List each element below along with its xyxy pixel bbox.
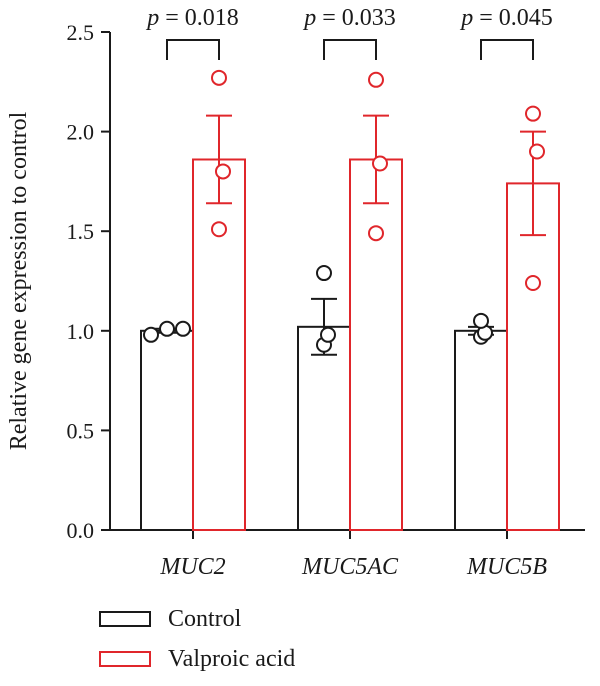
p-value-text: = 0.033 [316, 5, 396, 31]
x-category-label: MUC5B [466, 554, 547, 580]
data-points [143, 69, 545, 353]
bar-valproic-acid [192, 158, 246, 531]
data-point [211, 221, 227, 238]
y-tick-label: 1.0 [67, 319, 95, 344]
y-tick-label: 0.5 [67, 418, 95, 443]
significance-bracket [166, 39, 220, 60]
data-point [159, 320, 175, 337]
data-point [529, 143, 545, 160]
data-point [143, 326, 159, 343]
y-tick-label: 2.5 [67, 20, 95, 45]
significance-bracket [323, 39, 377, 60]
x-category-label: MUC5AC [301, 554, 399, 580]
data-point [215, 163, 231, 180]
data-point [316, 265, 332, 282]
p-value-label: p = 0.018 [145, 5, 239, 31]
x-category-label: MUC2 [159, 554, 225, 580]
y-tick-label: 0.0 [67, 518, 95, 543]
y-axis-title: Relative gene expression to control [6, 111, 32, 450]
legend-label: Valproic acid [168, 646, 295, 672]
y-tick-label: 1.5 [67, 219, 95, 244]
data-point [525, 105, 541, 122]
bar-control [297, 325, 351, 532]
p-value-text: = 0.045 [473, 5, 553, 31]
p-value-label: p = 0.045 [459, 5, 553, 31]
significance-bracket [480, 39, 534, 60]
bars [140, 114, 560, 532]
legend-label: Control [168, 606, 242, 632]
axes: 0.0 0.5 1.0 1.5 2.0 2.5 MUC2 MUC5AC MUC5B Relativ… [6, 20, 585, 580]
p-symbol: p [459, 5, 473, 31]
p-value-text: = 0.018 [159, 5, 239, 31]
p-symbol: p [145, 5, 159, 31]
data-point [211, 69, 227, 86]
bar-control [140, 329, 194, 531]
data-point [368, 225, 384, 242]
data-point [372, 155, 388, 172]
data-point [368, 71, 384, 88]
data-point [473, 312, 489, 329]
legend-swatch [99, 651, 151, 667]
data-point [175, 320, 191, 337]
p-value-label: p = 0.033 [302, 5, 396, 31]
bar-valproic-acid [349, 158, 403, 531]
data-point [525, 274, 541, 291]
significance-annotations: p = 0.018 p = 0.033 p = 0.045 [145, 5, 553, 60]
legend: Control Valproic acid [99, 606, 295, 672]
p-symbol: p [302, 5, 316, 31]
bar-control [454, 329, 508, 531]
data-point [320, 326, 336, 343]
legend-swatch [99, 611, 151, 627]
y-tick-label: 2.0 [67, 120, 95, 145]
